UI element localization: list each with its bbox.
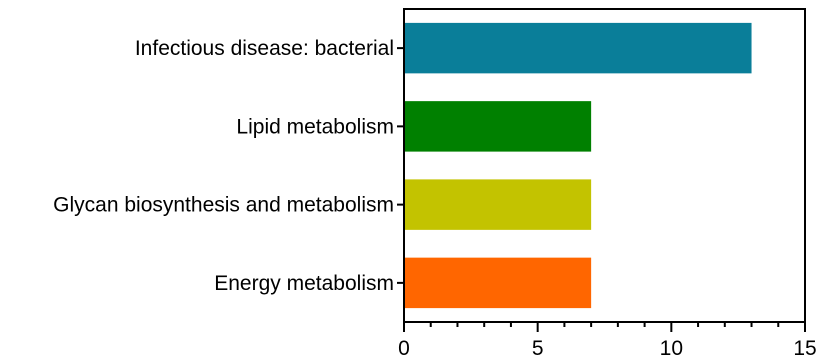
x-axis-tick-labels: 0 5 10 15 [398,337,817,360]
category-label-3: Glycan biosynthesis and metabolism [53,194,394,217]
category-label-4: Energy metabolism [214,272,394,295]
category-label-2: Lipid metabolism [236,115,394,138]
x-tick-label-4: 15 [793,337,816,360]
x-axis-ticks [403,322,806,332]
bar-4 [404,257,592,309]
bars-group [404,22,752,309]
x-tick-label-3: 10 [660,337,683,360]
category-labels: Infectious disease: bacterial Lipid metab… [53,37,394,295]
x-tick-label-2: 5 [532,337,544,360]
bar-1 [404,22,752,74]
x-tick-label-1: 0 [398,337,410,360]
bar-2 [404,101,592,152]
bar-3 [404,179,592,230]
y-axis-ticks [397,47,404,284]
category-label-1: Infectious disease: bacterial [135,37,394,60]
plot-frame [403,8,806,323]
